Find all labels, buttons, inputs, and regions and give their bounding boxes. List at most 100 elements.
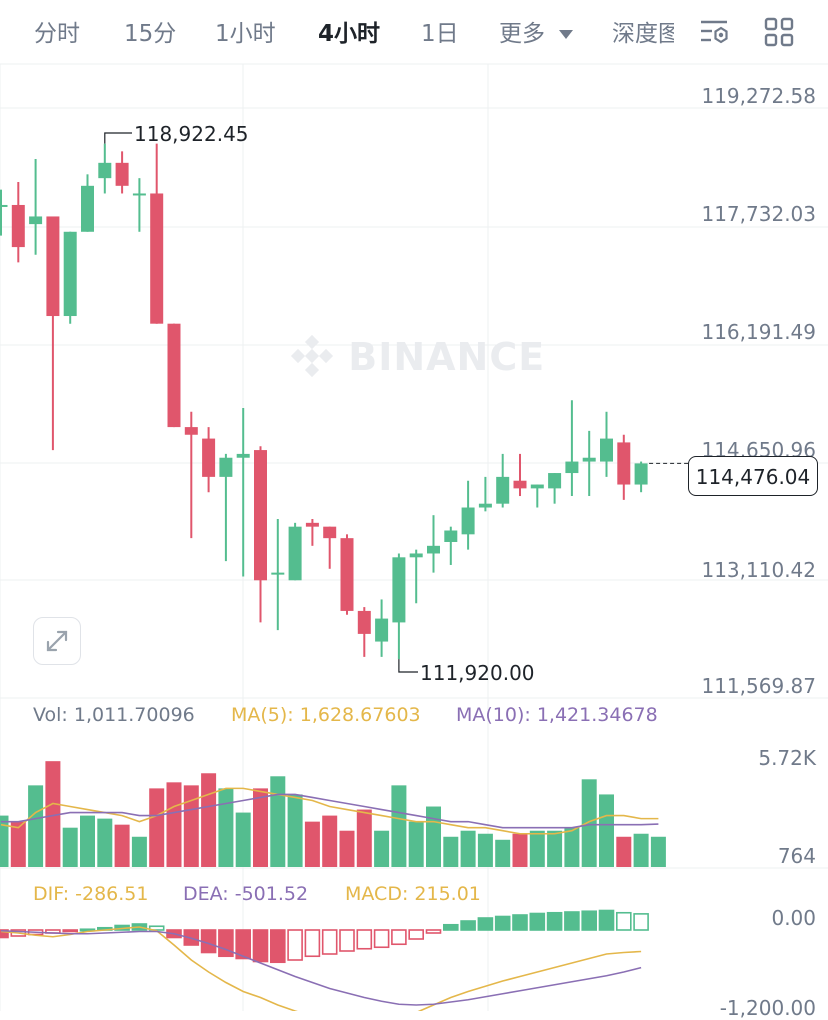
grid-layout-icon[interactable] [763,16,795,48]
tab-time-sharing[interactable]: 分时 [34,21,80,47]
tab-depth[interactable]: 深度图 [612,21,674,47]
volume-bar [304,821,320,867]
volume-bar [97,818,113,867]
candle-body [184,427,198,435]
current-price-tag: 114,476.04 [688,456,818,496]
volume-bar [201,773,217,867]
macd-bar [269,929,286,964]
candle-body [254,450,267,581]
macd-bar [564,911,580,931]
tab-4h[interactable]: 4小时 [318,21,381,47]
macd-dea-legend: DEA: -501.52 [183,883,309,905]
low-marker-line [398,659,418,673]
candle-body [202,438,216,477]
binance-logo-icon [290,334,334,378]
candle-body [530,484,544,489]
macd-bar [581,910,598,931]
caret-down-icon [559,30,573,39]
volume-bar [45,761,61,867]
macd-bar [598,909,615,931]
macd-bar [235,929,251,960]
macd-bar [321,929,338,955]
macd-bar [62,929,79,933]
macd-bar [0,929,9,939]
volume-bar [477,833,493,867]
macd-bar [218,929,234,958]
volume-bar [426,806,441,867]
volume-ma5-legend: MA(5): 1,628.67603 [231,704,421,726]
volume-bar [564,827,580,867]
volume-legend: Vol: 1,011.70096 [33,704,195,726]
expand-button[interactable] [33,617,81,665]
volume-bar [391,785,407,867]
macd-bar [460,920,476,931]
volume-bar [581,779,597,867]
watermark-text: BINANCE [348,335,546,379]
more-label: 更多 [499,21,545,47]
volume-ma10-legend: MA(10): 1,421.34678 [456,704,658,726]
candle-body [0,204,8,207]
volume-bar [149,788,165,867]
price-axis-label: 116,191.49 [701,320,816,344]
volume-bar [270,776,286,867]
candle-body [29,216,43,225]
volume-bar [10,821,26,867]
macd-bar [391,929,407,946]
macd-bar [287,929,303,961]
candle-body [340,538,354,611]
candle-body [150,193,164,324]
volume-bar [287,794,303,867]
candle-body [582,457,596,462]
candle-body [323,526,337,539]
candle-body [132,193,146,196]
volume-bar [131,836,147,867]
volume-axis-label: 5.72K [758,746,816,770]
low-price-label: 111,920.00 [420,661,535,685]
candle-body [427,545,440,554]
candle-body [375,618,389,642]
volume-bar [339,830,355,867]
volume-axis-label: 764 [777,844,816,868]
candle-body [167,323,181,428]
macd-bar [339,929,355,952]
volume-ma10-line [1,793,659,829]
macd-dea-line [0,929,642,1006]
volume-bar [374,830,390,867]
macd-bar [494,915,511,931]
candle-body [305,522,319,527]
volume-bar [633,833,649,867]
candle-body [392,557,406,623]
candle-body [81,185,94,232]
macd-bar [373,929,390,949]
volume-bar [460,830,476,867]
volume-bar [650,836,666,867]
volume-bar [512,833,528,867]
volume-bar [114,824,130,867]
volume-bars [0,761,666,867]
candle-body [219,457,233,477]
tab-15m[interactable]: 15分 [124,21,177,47]
volume-bar [443,836,459,867]
candle-body [444,530,458,542]
macd-bar [512,914,528,931]
chart-settings-icon[interactable] [698,16,730,48]
tab-1h[interactable]: 1小时 [215,21,276,47]
volume-bar [62,827,78,867]
tab-1d[interactable]: 1日 [421,21,459,47]
more-dropdown[interactable]: 更多 [499,14,573,48]
candle-body [63,231,77,317]
volume-bar [322,815,338,867]
candle-body [409,553,423,558]
indicator-lines [0,787,659,1011]
macd-bar [477,917,494,931]
volume-bar [547,830,563,867]
candle-body [46,216,60,317]
candle-body [634,463,648,485]
chart-annotations [104,132,688,673]
price-axis-label: 117,732.03 [701,202,816,226]
high-marker-line [104,132,132,144]
interval-tabs: 分时 15分 1小时 4小时 1日 更多 深度图 [0,0,828,64]
macd-bar [356,929,373,950]
volume-bar [599,794,614,867]
